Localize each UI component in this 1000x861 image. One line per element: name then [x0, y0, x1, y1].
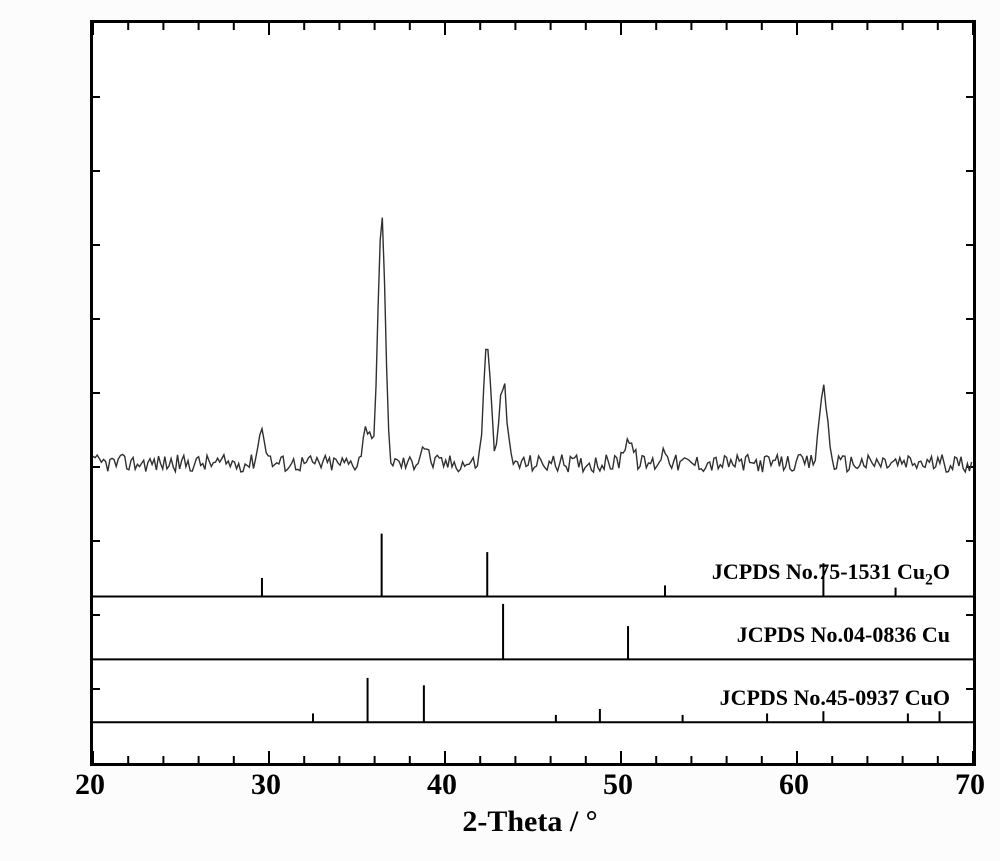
reference-pattern-label: JCPDS No.04-0836 Cu [737, 622, 950, 648]
reference-pattern-label: JCPDS No.75-1531 Cu2O [712, 559, 950, 589]
x-tick-label: 20 [75, 768, 105, 802]
plot-area [90, 20, 976, 766]
xrd-chart: Intensity / a.u. 2-Theta / ° 20304050607… [0, 0, 1000, 861]
x-axis-label: 2-Theta / ° [90, 805, 970, 839]
x-tick-label: 70 [955, 768, 985, 802]
x-tick-label: 30 [251, 768, 281, 802]
plot-svg [93, 23, 973, 763]
x-tick-label: 60 [779, 768, 809, 802]
reference-pattern-label: JCPDS No.45-0937 CuO [720, 685, 950, 711]
x-tick-label: 50 [603, 768, 633, 802]
x-tick-label: 40 [427, 768, 457, 802]
